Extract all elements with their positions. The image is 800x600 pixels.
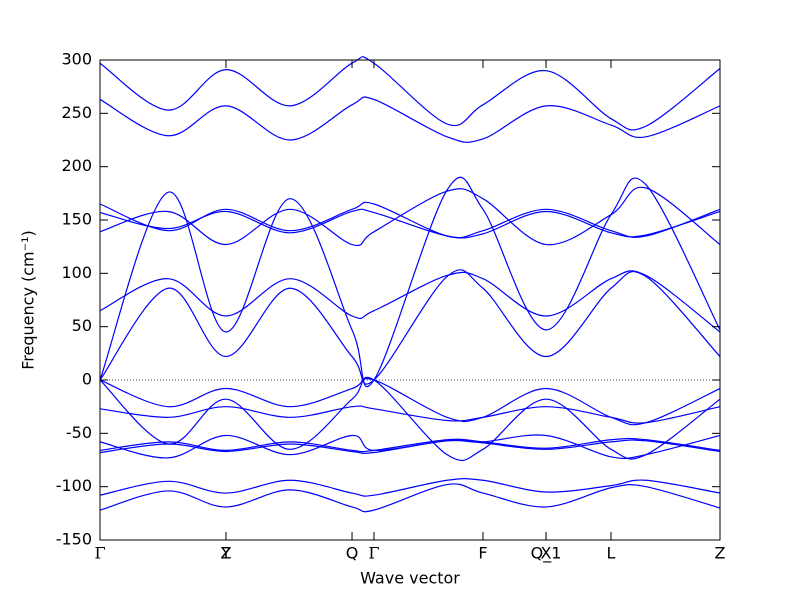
band-line	[99, 378, 721, 426]
y-tick-label: 100	[61, 263, 92, 282]
x-tick-label: Q	[346, 544, 359, 563]
band-line	[99, 270, 721, 333]
x-tick-label: Z	[715, 544, 726, 563]
y-tick-label: -50	[66, 423, 92, 442]
band-line	[99, 96, 721, 143]
band-line	[99, 478, 721, 497]
band-line	[99, 405, 721, 424]
x-tick-label: Γ	[94, 544, 105, 563]
y-tick-label: -150	[56, 530, 92, 549]
x-axis-label: Wave vector	[360, 569, 460, 588]
x-tick-label: Γ	[368, 544, 379, 563]
x-tick-label: Z	[220, 544, 231, 563]
y-tick-label: 0	[82, 370, 92, 389]
band-line	[99, 208, 721, 239]
band-line	[99, 376, 721, 462]
y-tick-label: -100	[56, 476, 92, 495]
plot-frame	[99, 59, 721, 541]
x-tick-label: Q_1	[531, 544, 562, 564]
x-tick-label: F	[478, 544, 487, 563]
x-tick-label: Y	[220, 544, 231, 563]
band-line	[99, 483, 721, 513]
band-line	[99, 439, 721, 454]
y-tick-label: 250	[61, 103, 92, 122]
band-line	[99, 186, 721, 247]
band-line	[99, 201, 721, 239]
y-tick-label: 300	[61, 50, 92, 69]
band-line	[99, 269, 721, 385]
y-tick-label: 50	[72, 316, 92, 335]
band-line	[99, 437, 721, 453]
band-line	[99, 56, 721, 131]
x-tick-label: X	[541, 544, 552, 563]
y-axis-label: Frequency (cm⁻¹)	[19, 230, 38, 369]
y-tick-label: 150	[61, 210, 92, 229]
band-line	[99, 176, 721, 388]
y-tick-label: 200	[61, 156, 92, 175]
x-tick-label: L	[607, 544, 616, 563]
